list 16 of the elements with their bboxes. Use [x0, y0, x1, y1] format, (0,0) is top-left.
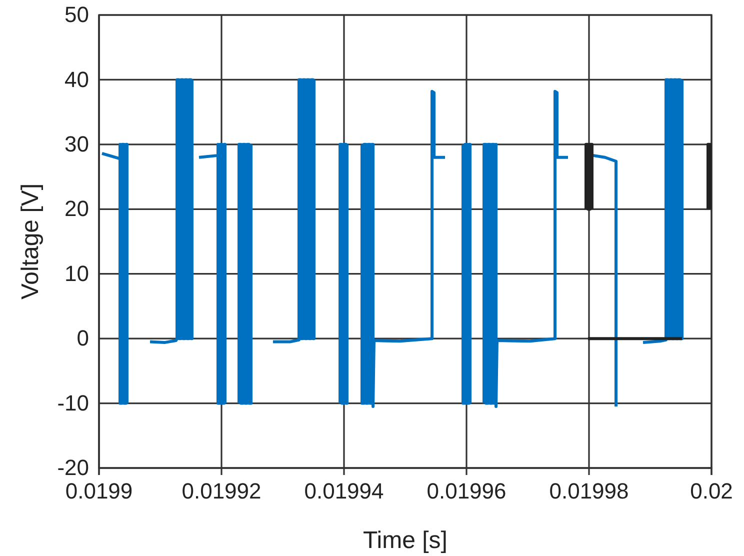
y-tick-label: 10	[64, 260, 89, 286]
y-tick-label: 20	[64, 196, 89, 222]
x-tick-label: 0.01992	[182, 478, 262, 504]
y-tick-label: -20	[57, 455, 89, 480]
x-tick-label: 0.0199	[65, 478, 133, 504]
y-tick-label: 50	[64, 2, 89, 28]
x-tick-label: 0.01994	[304, 478, 384, 504]
y-tick-label: 30	[64, 131, 89, 156]
y-tick-label: 40	[64, 66, 89, 92]
y-tick-label: -10	[57, 390, 89, 416]
x-tick-label: 0.01998	[549, 478, 629, 504]
x-tick-label: 0.01996	[426, 478, 506, 504]
x-tick-label: 0.02	[690, 478, 733, 504]
x-axis-title: Time [s]	[363, 527, 448, 554]
y-axis-title: Voltage [V]	[17, 183, 44, 300]
y-tick-label: 0	[76, 326, 89, 351]
